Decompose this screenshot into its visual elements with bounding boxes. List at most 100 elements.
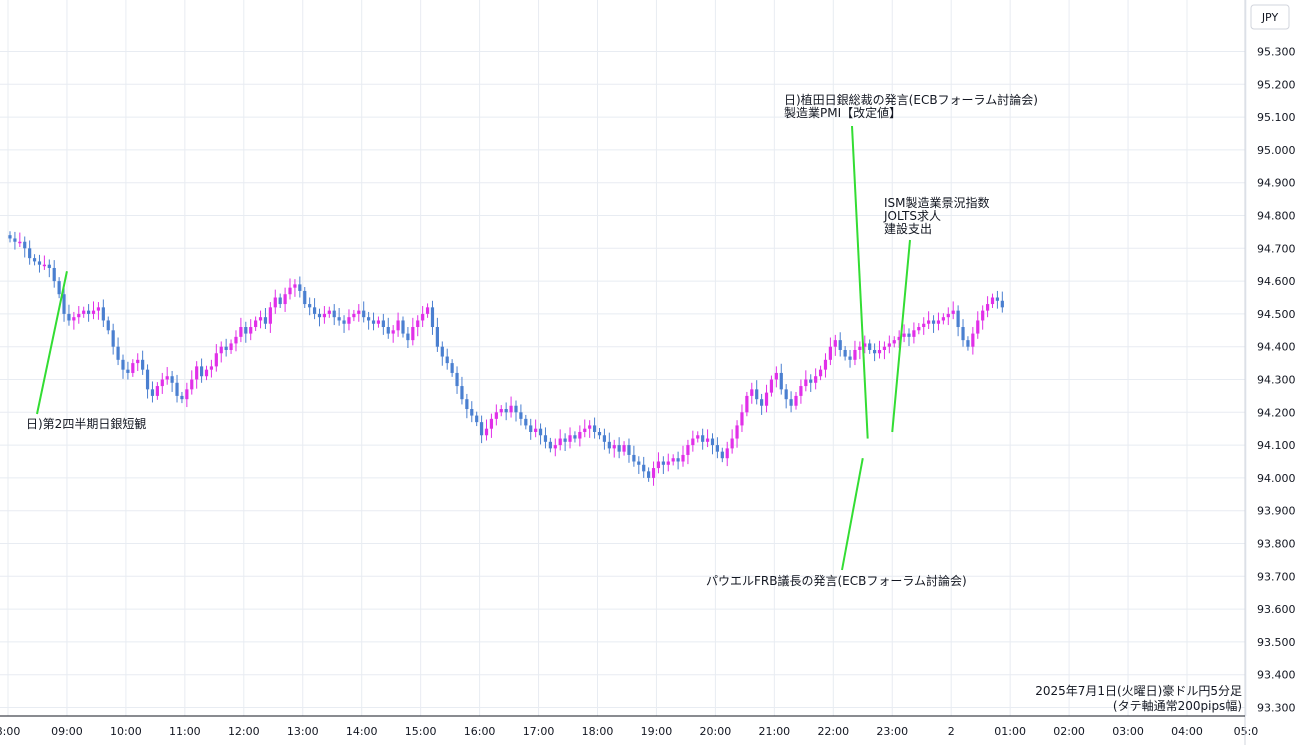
candle-body <box>789 399 793 406</box>
y-tick-label: 94.000 <box>1257 472 1296 485</box>
candle-body <box>180 395 184 400</box>
candle <box>592 417 597 439</box>
y-tick-label: 94.800 <box>1257 210 1296 223</box>
candle <box>563 433 567 452</box>
candle <box>308 297 312 316</box>
candle-body <box>710 438 715 446</box>
candle <box>278 293 282 308</box>
y-tick-label: 93.500 <box>1257 636 1296 649</box>
candle <box>588 420 592 438</box>
x-tick-label: 01:00 <box>994 725 1026 738</box>
candle <box>877 340 882 359</box>
candle-body <box>740 412 744 426</box>
x-tick-label: 09:00 <box>51 725 83 738</box>
candle <box>145 364 150 399</box>
x-tick-label: 18:00 <box>582 725 614 738</box>
candle-body <box>553 445 557 449</box>
candle-body <box>165 376 169 380</box>
candle <box>691 430 695 452</box>
y-tick-label: 93.300 <box>1257 702 1296 715</box>
x-tick-label: 11:00 <box>169 725 201 738</box>
y-tick-label: 93.700 <box>1257 570 1296 583</box>
candle-body <box>794 395 798 406</box>
candle <box>553 438 557 457</box>
candle-body <box>583 428 587 432</box>
candle-body <box>927 320 931 324</box>
x-tick-label: 19:00 <box>641 725 673 738</box>
candle-body <box>823 359 828 370</box>
candle-body <box>853 349 857 360</box>
candle-body <box>622 445 626 452</box>
candle-body <box>82 310 86 314</box>
candle-body <box>750 389 754 396</box>
candle <box>489 413 494 438</box>
x-tick-label: 12:00 <box>228 725 260 738</box>
y-tick-label: 94.300 <box>1257 374 1296 387</box>
candle-body <box>701 435 705 442</box>
candle-body <box>676 458 680 462</box>
candle <box>219 341 223 363</box>
candle-body <box>421 313 425 321</box>
candle-body <box>450 363 454 373</box>
candle <box>106 316 110 335</box>
candle-body <box>936 320 941 324</box>
candle <box>386 317 390 339</box>
candle <box>514 400 518 422</box>
candle-body <box>116 346 120 360</box>
candle <box>298 276 302 298</box>
candle <box>367 311 371 330</box>
candle-body <box>597 431 602 436</box>
candle <box>150 381 155 403</box>
candle-body <box>347 317 351 324</box>
candle-body <box>632 454 636 462</box>
candle <box>985 296 990 318</box>
candle <box>101 299 105 328</box>
candle-body <box>548 441 552 449</box>
candle <box>981 305 985 330</box>
candle-body <box>769 379 774 393</box>
y-tick-label: 94.400 <box>1257 341 1296 354</box>
y-tick-label: 95.100 <box>1257 111 1296 124</box>
candle-body <box>214 353 218 367</box>
candle-body <box>32 258 37 262</box>
candle-body <box>887 343 891 347</box>
candle-body <box>229 343 233 350</box>
candle-body <box>843 349 847 357</box>
candle <box>936 312 941 331</box>
candle-body <box>519 412 523 419</box>
candle <box>784 384 788 409</box>
candle <box>411 317 415 346</box>
y-tick-label: 93.800 <box>1257 538 1296 551</box>
x-tick-label: 16:00 <box>464 725 496 738</box>
y-tick-label: 93.600 <box>1257 603 1296 616</box>
candle <box>873 343 877 362</box>
annotation-text: ISM製造業景況指数 <box>884 195 990 210</box>
candle <box>52 260 56 288</box>
candle-body <box>656 461 661 469</box>
candle-body <box>691 438 695 446</box>
candle-body <box>764 392 769 406</box>
candle <box>396 312 400 337</box>
candle-body <box>814 376 818 383</box>
candle-body <box>67 313 71 321</box>
candle-body <box>524 418 528 426</box>
candle <box>430 300 435 335</box>
candle <box>931 315 936 333</box>
candle <box>494 404 498 426</box>
candle <box>774 366 778 388</box>
candle-body <box>592 425 597 432</box>
currency-box[interactable]: JPY <box>1250 4 1290 30</box>
candle <box>381 313 385 335</box>
y-tick-label: 94.500 <box>1257 308 1296 321</box>
candle-body <box>877 349 882 354</box>
candle <box>656 452 661 474</box>
candle <box>882 341 887 360</box>
candle <box>342 315 346 333</box>
candle-body <box>568 435 572 442</box>
candle <box>327 306 331 318</box>
candle-body <box>578 431 582 439</box>
candle-body <box>922 323 926 328</box>
x-tick-label: 21:00 <box>758 725 790 738</box>
y-tick-label: 94.100 <box>1257 439 1296 452</box>
